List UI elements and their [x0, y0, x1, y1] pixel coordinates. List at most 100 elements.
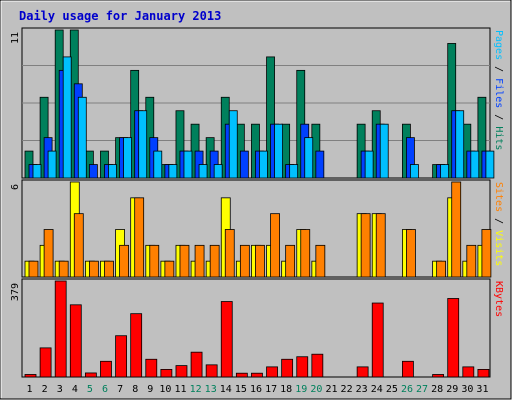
bar-kbytes-day-9 — [145, 358, 158, 378]
bar-sites-day-1 — [28, 260, 39, 278]
bar-sites-day-12 — [194, 244, 205, 278]
bar-sites-day-3 — [58, 260, 69, 278]
x-tick-label-day: 4 — [72, 384, 78, 395]
bar-kbytes-day-23 — [356, 366, 369, 378]
bar-sites-day-28 — [436, 260, 447, 278]
bar-sites-day-24 — [375, 213, 386, 278]
bar-kbytes-day-3 — [54, 280, 67, 378]
bar-kbytes-day-10 — [160, 369, 173, 378]
bar-kbytes-day-5 — [84, 372, 97, 378]
bar-kbytes-day-8 — [130, 313, 143, 378]
panel-kbytes: 379 KBytes — [10, 278, 504, 378]
x-tick-label-day: 6 — [102, 384, 108, 395]
bar-pages-day-23 — [364, 150, 374, 179]
bar-pages-day-19 — [304, 137, 314, 179]
bar-kbytes-day-24 — [371, 302, 384, 378]
bar-kbytes-day-26 — [402, 360, 414, 378]
x-tick-label-day: 29 — [446, 384, 458, 395]
bar-pages-day-6 — [108, 164, 117, 179]
y-axis-max-label: 6 — [10, 184, 21, 190]
bar-pages-day-7 — [123, 137, 132, 179]
x-tick-label-day: 12 — [190, 384, 202, 395]
bar-kbytes-day-7 — [115, 335, 127, 378]
x-tick-label-day: 17 — [265, 384, 277, 395]
bar-kbytes-day-12 — [190, 351, 203, 378]
bar-files-day-15 — [239, 150, 249, 179]
bar-kbytes-day-20 — [311, 353, 324, 378]
bar-pages-day-8 — [138, 110, 148, 179]
bar-sites-day-20 — [315, 244, 326, 278]
legend-label-part: / — [493, 108, 504, 126]
legend-label-part: / — [493, 212, 504, 230]
bar-kbytes-day-29 — [447, 298, 460, 378]
legend-label-hits: Pages / Files / Hits — [493, 30, 504, 150]
bar-kbytes-day-31 — [477, 369, 490, 378]
legend-label-kbytes: KBytes — [493, 281, 504, 317]
day-axis-labels: 1 2 3 4 5 6 7 8 9 10 11 12 13 14 15 16 17 18 19 20 21 22 23 24 2… — [27, 384, 489, 395]
bar-kbytes-day-19 — [296, 356, 309, 378]
x-tick-label-day: 20 — [310, 384, 322, 395]
x-tick-label-day: 22 — [341, 384, 353, 395]
bar-sites-day-8 — [134, 197, 145, 278]
bar-pages-day-4 — [77, 96, 87, 179]
bar-pages-day-17 — [274, 123, 283, 179]
bar-pages-day-16 — [259, 150, 268, 179]
bar-kbytes-day-16 — [251, 372, 263, 378]
x-tick-label-day: 28 — [431, 384, 443, 395]
x-tick-label-day: 14 — [220, 384, 232, 395]
bar-kbytes-day-14 — [220, 301, 233, 378]
x-tick-label-day: 27 — [416, 384, 428, 395]
x-tick-label-day: 2 — [42, 384, 48, 395]
x-tick-label-day: 26 — [401, 384, 413, 395]
x-tick-label-day: 30 — [461, 384, 473, 395]
legend-label-part: Hits — [493, 126, 504, 150]
x-tick-label-day: 5 — [87, 384, 93, 395]
bar-pages-day-18 — [289, 164, 299, 179]
bar-sites-day-29 — [451, 181, 462, 278]
bar-kbytes-day-18 — [281, 358, 294, 378]
bar-sites-day-11 — [179, 244, 190, 278]
bar-sites-day-30 — [466, 244, 477, 278]
bar-kbytes-day-15 — [235, 372, 248, 378]
x-tick-label-day: 18 — [280, 384, 292, 395]
bar-kbytes-day-11 — [175, 365, 188, 378]
bar-sites-day-4 — [73, 213, 84, 278]
bar-sites-day-19 — [300, 229, 311, 278]
chart-panels: 11 Pages / Files / Hits 6 Sites / Visits 379… — [10, 27, 504, 378]
bar-kbytes-day-17 — [266, 366, 278, 378]
bar-sites-day-10 — [164, 260, 175, 278]
bar-pages-day-30 — [470, 150, 480, 179]
bar-kbytes-day-28 — [432, 374, 445, 378]
bar-pages-day-3 — [62, 56, 72, 179]
legend-label-part: Visits — [493, 230, 504, 266]
legend-label-part: KBytes — [493, 281, 504, 317]
legend-label-part: Files — [493, 78, 504, 108]
legend-label-part: Pages — [493, 30, 504, 60]
bar-sites-day-18 — [285, 244, 296, 278]
x-tick-label-day: 7 — [117, 384, 123, 395]
bar-sites-day-17 — [270, 213, 280, 278]
bar-sites-day-6 — [104, 260, 114, 278]
bar-sites-day-13 — [209, 244, 220, 278]
bar-files-day-5 — [88, 164, 98, 179]
x-tick-label-day: 24 — [371, 384, 383, 395]
x-tick-label-day: 25 — [386, 384, 398, 395]
bar-files-day-20 — [315, 150, 325, 179]
y-axis-max-label: 379 — [10, 283, 21, 301]
bar-pages-day-10 — [168, 164, 178, 179]
bar-pages-day-2 — [47, 150, 57, 179]
y-axis-max-label: 11 — [10, 32, 21, 44]
x-tick-label-day: 3 — [57, 384, 63, 395]
bar-sites-day-23 — [360, 213, 371, 278]
panel-visits: 6 Sites / Visits — [10, 179, 504, 278]
bar-sites-day-26 — [406, 229, 416, 278]
bar-pages-day-11 — [183, 150, 193, 179]
legend-label-part: / — [493, 60, 504, 78]
bar-pages-day-13 — [213, 164, 223, 179]
panel-kbytes-plot-area — [21, 278, 491, 378]
bar-kbytes-day-1 — [24, 374, 37, 378]
x-tick-label-day: 10 — [159, 384, 171, 395]
x-tick-label-day: 23 — [356, 384, 368, 395]
chart-title: Daily usage for January 2013 — [19, 9, 221, 23]
